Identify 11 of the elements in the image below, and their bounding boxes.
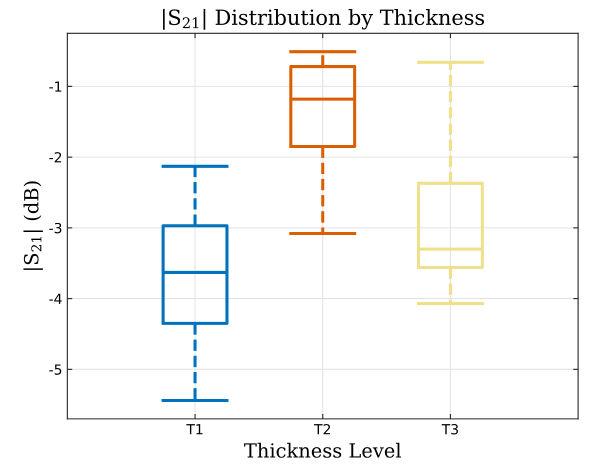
- y-tick-label: -4: [49, 294, 62, 304]
- x-tick-label: T2: [314, 424, 330, 434]
- chart-title: |S$_{21}$| Distribution by Thickness: [163, 8, 484, 30]
- y-tick-label: -3: [49, 222, 62, 234]
- x-tick-label: T3: [442, 424, 458, 434]
- y-tick-label: -1: [49, 82, 62, 92]
- x-tick-label: T1: [186, 424, 202, 434]
- y-axis-title: |S$_{21}$| (dB): [23, 181, 43, 270]
- y-tick-label: -5: [49, 364, 62, 375]
- x-axis-title: Thickness Level: [244, 442, 401, 458]
- y-tick-label: -2: [49, 152, 62, 162]
